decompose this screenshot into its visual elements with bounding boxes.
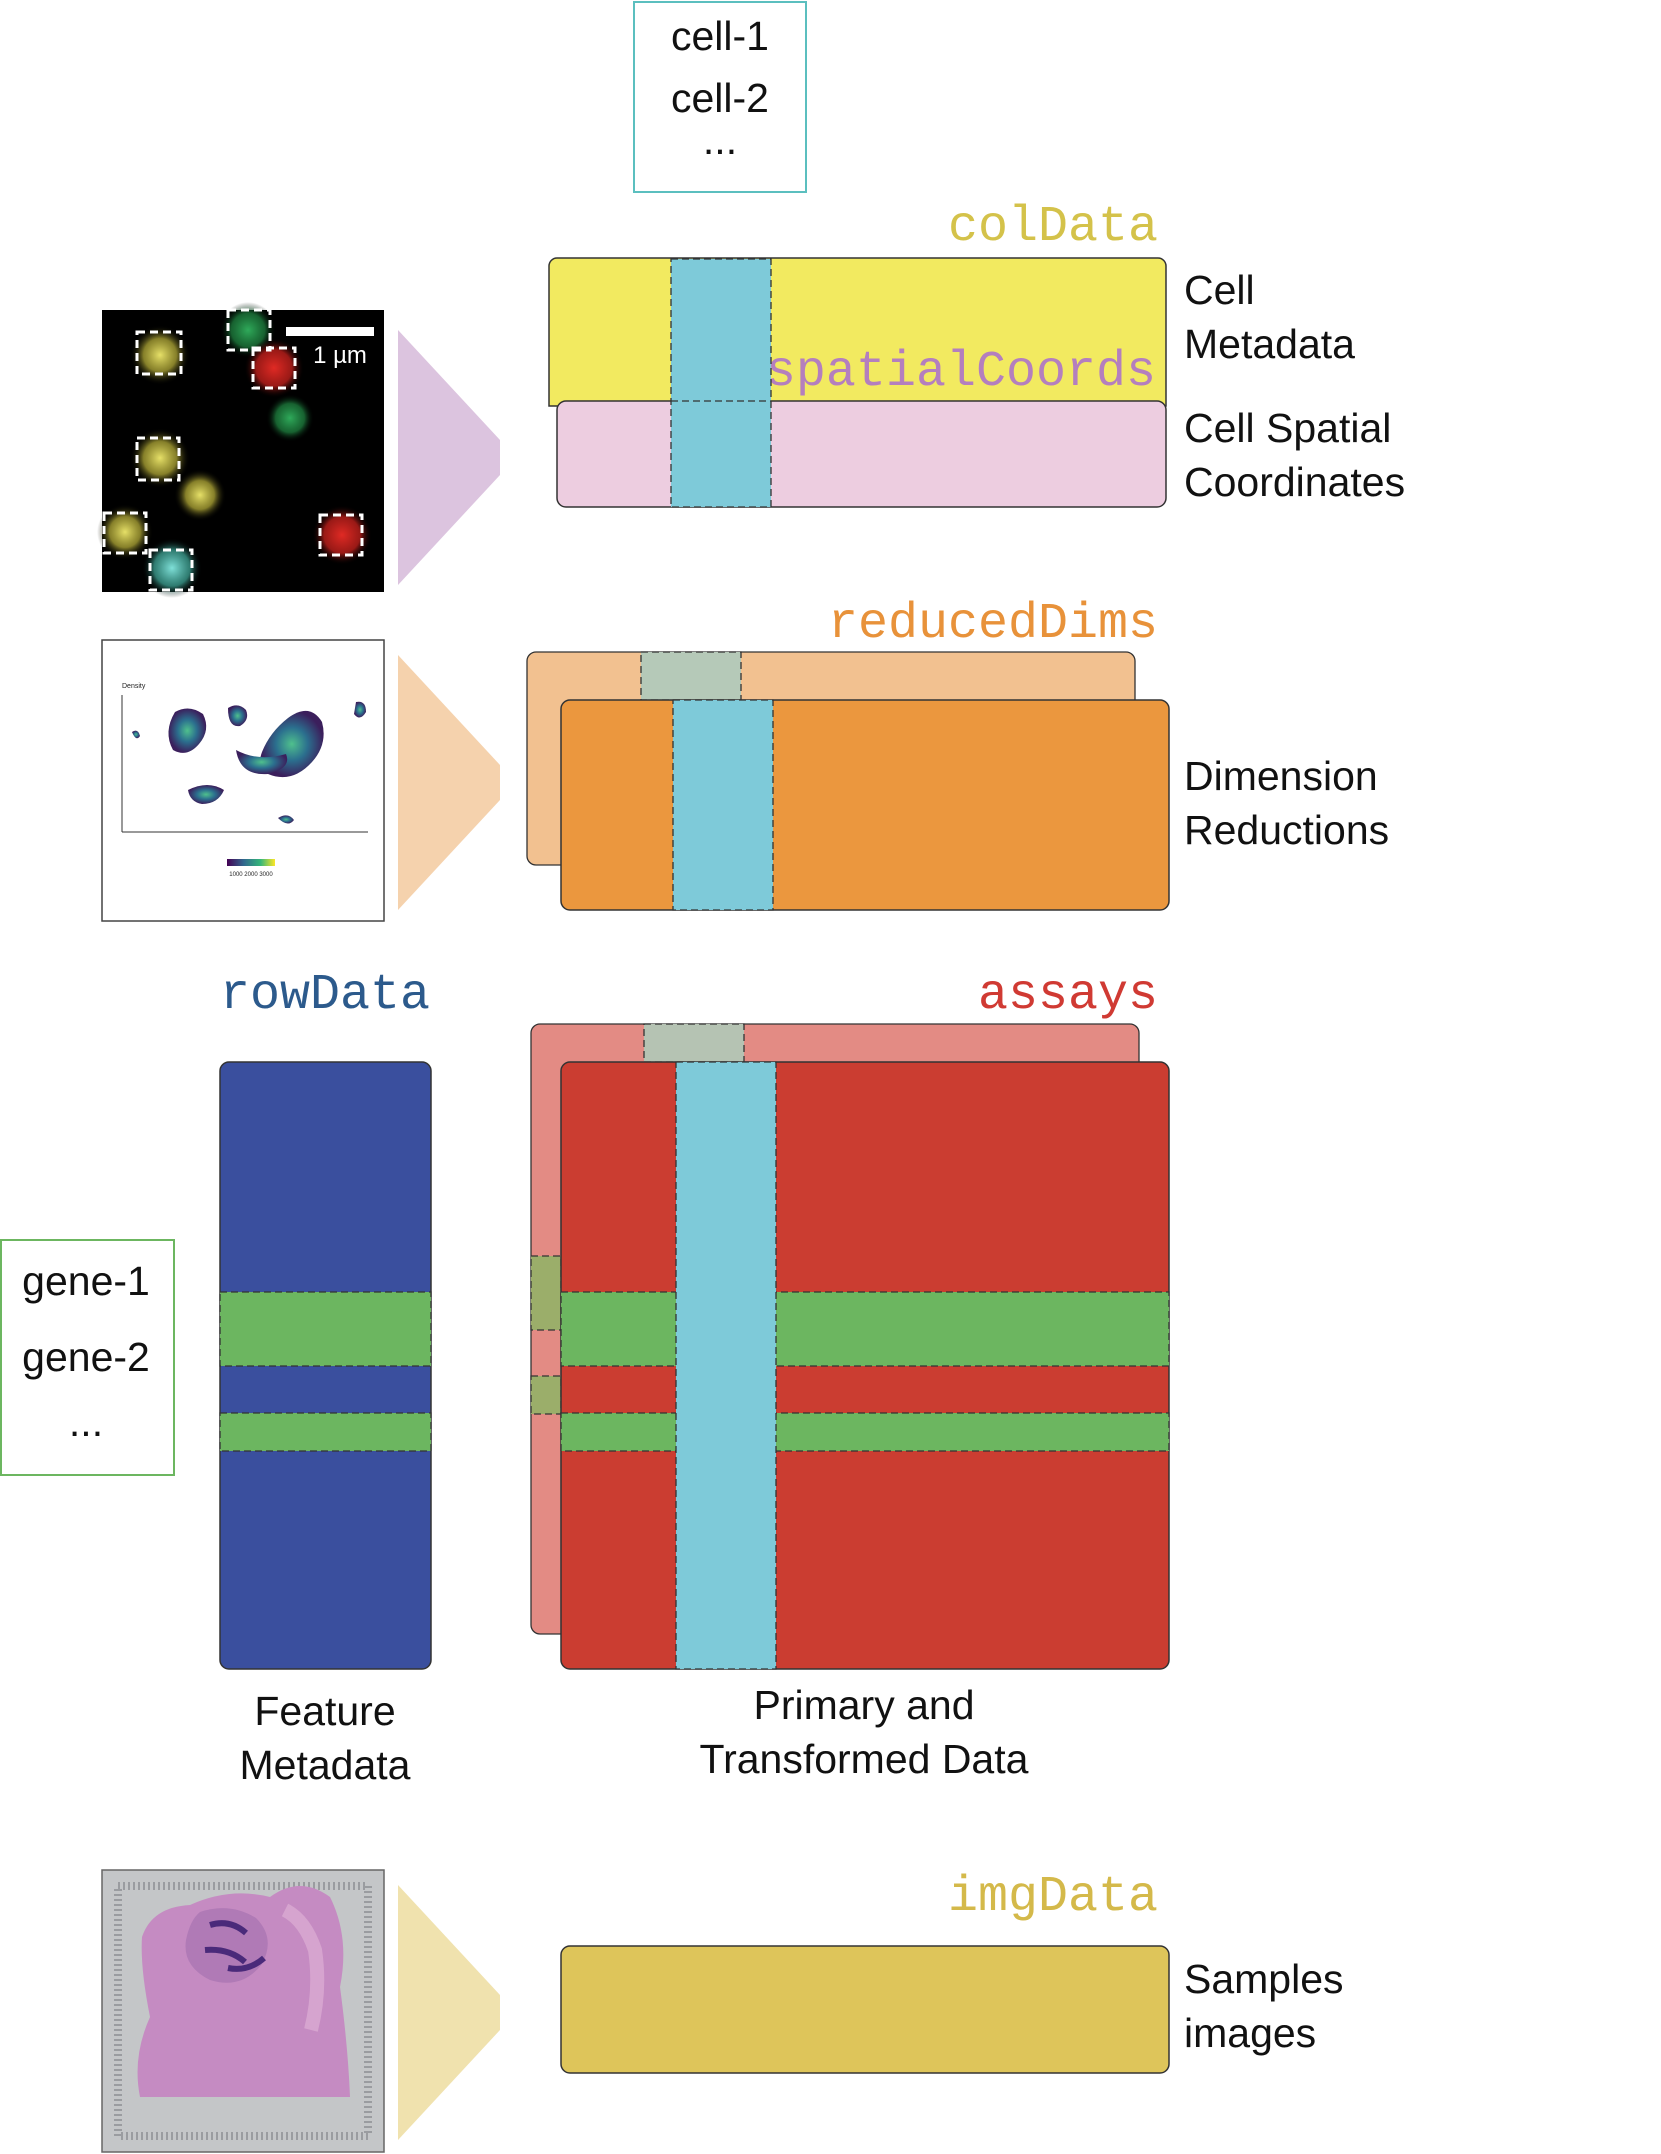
cell-spatial-line2: Coordinates	[1184, 459, 1405, 505]
scale-bar	[286, 327, 374, 336]
spatialcoords-block	[556, 400, 1167, 508]
microscopy-thumbnail: 1 µm	[97, 302, 384, 598]
reduceddims-label: reducedDims	[828, 596, 1158, 653]
reduceddims-front-block	[560, 699, 1170, 911]
cell-box-item-3: ...	[703, 117, 737, 163]
gene-box-item-1: gene-1	[22, 1258, 150, 1304]
scale-bar-label: 1 µm	[313, 342, 367, 369]
cell-metadata-line1: Cell	[1184, 267, 1255, 313]
cell-box-item-1: cell-1	[671, 13, 769, 59]
coldata-cell-highlight	[670, 258, 772, 508]
rowdata-gene1-highlight	[219, 1291, 432, 1367]
rowdata-gene2-highlight	[219, 1412, 432, 1452]
imgdata-block	[560, 1945, 1170, 2074]
assays-gene1-highlight	[560, 1291, 1170, 1367]
cell-box: cell-1 cell-2 ...	[633, 1, 807, 193]
feature-metadata-line1: Feature	[254, 1688, 395, 1734]
gene-box-border	[0, 1239, 175, 1476]
primary-data-line1: Primary and	[753, 1682, 974, 1728]
gene-box-item-2: gene-2	[22, 1334, 150, 1380]
primary-data-line2: Transformed Data	[700, 1736, 1029, 1782]
reduceddims-cell-highlight	[672, 699, 774, 911]
imgdata-label: imgData	[948, 1869, 1158, 1926]
cell-spatial-line1: Cell Spatial	[1184, 405, 1391, 451]
gene-box-item-3: ...	[69, 1399, 103, 1445]
sample-images-line2: images	[1184, 2010, 1316, 2056]
sample-images-line1: Samples	[1184, 1956, 1344, 2002]
dimension-reductions-line2: Reductions	[1184, 807, 1389, 853]
rowdata-label: rowData	[220, 967, 430, 1024]
tissue-image-thumbnail	[101, 1869, 385, 2153]
dimension-reductions-line1: Dimension	[1184, 753, 1378, 799]
assays-gene2-highlight	[560, 1412, 1170, 1452]
cell-box-border	[633, 1, 807, 193]
assays-label: assays	[978, 967, 1158, 1024]
gene-box: gene-1 gene-2 ...	[0, 1239, 175, 1476]
assays-cell-highlight	[675, 1061, 777, 1670]
coldata-label: colData	[948, 199, 1158, 256]
density-colorbar-ticks: 1000 2000 3000	[229, 872, 273, 878]
feature-metadata-line2: Metadata	[240, 1742, 411, 1788]
spatial-arrow	[398, 330, 500, 585]
reduceddims-arrow	[398, 655, 500, 910]
density-plot-title: Density	[122, 683, 146, 690]
cell-box-item-2: cell-2	[671, 75, 769, 121]
imgdata-arrow	[398, 1885, 500, 2140]
density-plot-thumbnail: Density 1000 2000 3000	[101, 639, 385, 922]
density-colorbar	[227, 859, 275, 866]
cell-metadata-line2: Metadata	[1184, 321, 1355, 367]
spatialcoords-label: spatialCoords	[766, 344, 1156, 401]
